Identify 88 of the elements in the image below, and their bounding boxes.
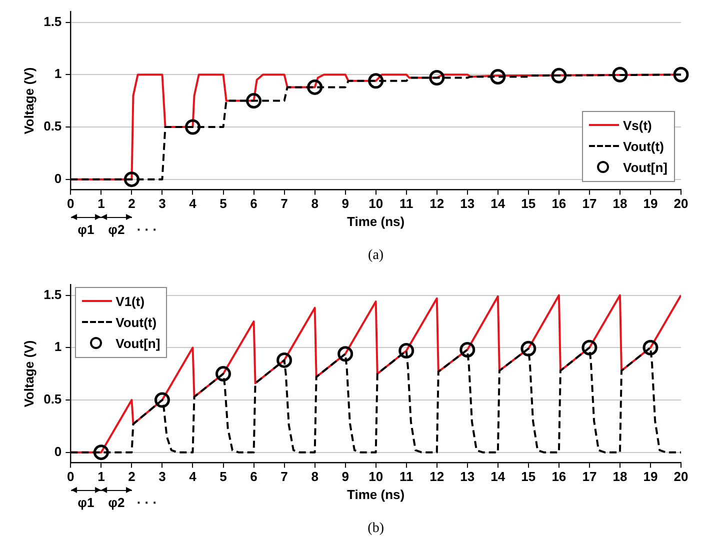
y-tick-label: 1.5 <box>44 286 62 302</box>
text: · · · <box>136 494 158 510</box>
text: φ1 <box>78 494 94 510</box>
point <box>124 172 140 188</box>
x-tick-label: 1 <box>98 469 105 484</box>
x-tick-label: 19 <box>643 469 658 484</box>
x-tick-label: 2 <box>128 196 136 212</box>
x-tick-label: 14 <box>490 196 506 212</box>
x-tick-label: 7 <box>280 469 288 484</box>
point <box>184 119 200 135</box>
point <box>216 366 232 382</box>
x-tick-label: 11 <box>399 196 414 212</box>
x-tick-label: 16 <box>552 469 566 484</box>
text: φ2 <box>108 494 125 510</box>
point <box>551 68 567 84</box>
point <box>520 340 536 356</box>
x-tick-label: 3 <box>158 469 166 484</box>
y-tick-label: 1 <box>54 66 62 82</box>
point <box>429 70 445 86</box>
x-tick-label: 15 <box>521 469 536 484</box>
point <box>246 93 262 109</box>
text: φ2 <box>108 222 125 237</box>
point <box>368 73 384 89</box>
x-tick-label: 0 <box>67 469 74 484</box>
point <box>460 342 476 358</box>
x-tick-label: 8 <box>311 196 318 212</box>
x-tick-label: 11 <box>399 469 414 484</box>
x-tick-label: 0 <box>67 196 74 212</box>
y-axis-title: Voltage (V) <box>21 340 36 408</box>
point <box>307 79 323 95</box>
x-axis-title: Time (ns) <box>347 214 405 229</box>
x-tick-label: 17 <box>582 196 597 212</box>
x-tick-label: 13 <box>460 469 475 484</box>
text: · · · <box>136 222 158 237</box>
x-axis-title: Time (ns) <box>347 486 405 502</box>
x-tick-label: 6 <box>250 469 258 484</box>
x-tick-label: 3 <box>158 196 166 212</box>
point <box>154 392 170 408</box>
x-tick-label: 4 <box>189 469 198 484</box>
point <box>612 66 628 82</box>
x-tick-label: 9 <box>342 196 349 212</box>
y-tick-label: 1.5 <box>44 14 62 29</box>
point <box>398 343 414 359</box>
x-tick-label: 12 <box>430 196 444 212</box>
y-axis-title: Voltage (V) <box>21 67 36 134</box>
x-tick-label: 4 <box>189 196 198 212</box>
point <box>642 340 658 356</box>
x-tick-label: 20 <box>674 469 688 484</box>
x-tick-label: 12 <box>430 469 444 484</box>
x-tick-label: 14 <box>490 469 506 484</box>
point <box>276 352 292 368</box>
point <box>93 444 109 460</box>
text: (a) <box>368 248 384 264</box>
legend-label: Vout[n] <box>623 160 668 175</box>
legend-label: V1(t) <box>116 294 145 309</box>
legend-label: Vout[n] <box>116 336 160 351</box>
legend-label: Vs(t) <box>623 118 652 133</box>
x-tick-label: 6 <box>250 196 258 212</box>
x-tick-label: 7 <box>280 196 288 212</box>
x-tick-label: 16 <box>552 196 566 212</box>
x-tick-label: 1 <box>98 196 105 212</box>
x-tick-label: 2 <box>128 469 136 484</box>
x-tick-label: 17 <box>582 469 597 484</box>
point <box>338 346 354 362</box>
x-tick-label: 15 <box>521 196 536 212</box>
legend-label: Vout(t) <box>116 314 157 330</box>
y-tick-label: 0.5 <box>44 392 62 407</box>
x-tick-label: 9 <box>342 469 349 484</box>
x-tick-label: 5 <box>220 469 227 484</box>
text: φ1 <box>78 222 94 237</box>
y-tick-label: 1 <box>54 339 62 354</box>
x-tick-label: 18 <box>612 196 628 212</box>
x-tick-label: 13 <box>460 196 475 212</box>
y-tick-label: 0.5 <box>44 118 62 134</box>
x-tick-label: 10 <box>368 196 384 212</box>
x-tick-label: 10 <box>368 469 384 484</box>
legend-label: Vout(t) <box>623 138 664 154</box>
x-tick-label: 18 <box>612 469 628 484</box>
text: (b) <box>368 521 384 537</box>
x-tick-label: 20 <box>674 196 688 212</box>
x-tick-label: 19 <box>643 196 658 212</box>
point <box>673 66 689 82</box>
x-tick-label: 8 <box>311 469 318 484</box>
point <box>582 340 598 356</box>
x-tick-label: 5 <box>220 196 227 212</box>
y-tick-label: 0 <box>54 170 62 186</box>
y-tick-label: 0 <box>54 444 62 459</box>
point <box>490 68 506 84</box>
